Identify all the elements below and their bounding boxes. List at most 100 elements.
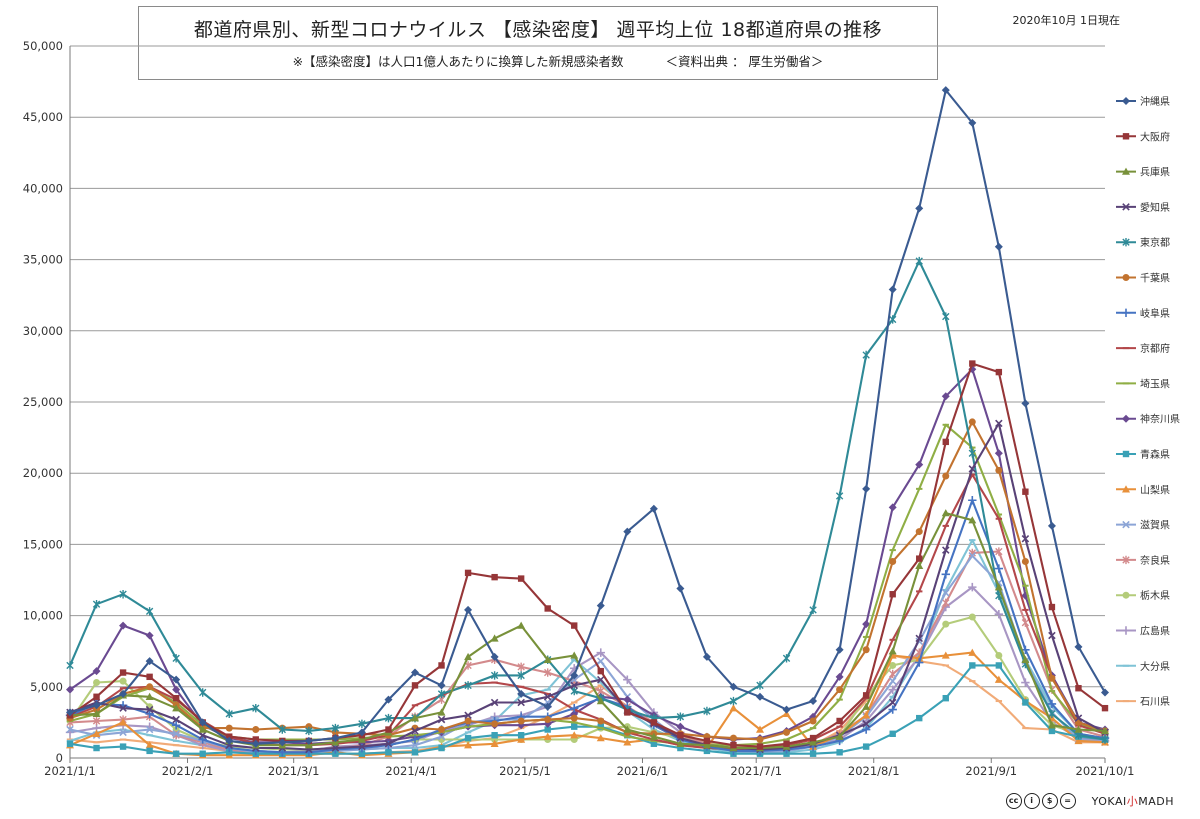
data-point	[305, 726, 313, 736]
data-point	[730, 741, 737, 749]
data-point	[676, 584, 685, 593]
data-point	[756, 692, 764, 701]
data-point	[331, 734, 340, 743]
data-point	[278, 738, 287, 747]
data-point	[916, 555, 923, 562]
data-point	[198, 688, 207, 697]
by-icon: i	[1023, 793, 1040, 809]
data-point	[994, 242, 1003, 251]
data-point	[92, 709, 101, 718]
data-point	[915, 658, 924, 667]
data-point	[544, 605, 551, 612]
data-point	[888, 503, 897, 512]
data-point	[889, 591, 896, 598]
data-point	[1021, 557, 1029, 565]
data-point	[331, 744, 340, 752]
x-tick-label: 2021/6/1	[617, 764, 669, 778]
data-point	[172, 685, 181, 694]
data-point	[916, 714, 923, 722]
data-point	[941, 570, 950, 579]
data-point	[172, 750, 180, 757]
legend-marker	[1121, 308, 1131, 317]
data-point	[596, 601, 605, 610]
data-point	[994, 564, 1004, 573]
data-point	[1075, 685, 1082, 692]
data-point	[862, 350, 870, 360]
data-point	[145, 709, 154, 719]
data-point	[66, 661, 74, 670]
x-tick-label: 2021/4/1	[385, 764, 437, 778]
data-point	[146, 747, 153, 755]
legend-label: 岐阜県	[1140, 307, 1170, 320]
data-point	[543, 702, 552, 711]
data-point	[1074, 725, 1083, 733]
data-point	[543, 655, 552, 663]
data-point	[1021, 618, 1030, 627]
data-point	[782, 705, 791, 714]
data-point	[995, 368, 1003, 376]
data-point	[252, 703, 260, 713]
data-point	[543, 732, 552, 740]
data-point	[331, 723, 340, 733]
data-point	[623, 695, 632, 704]
y-tick-label: 35,000	[23, 253, 63, 267]
data-point	[809, 750, 817, 757]
data-point	[93, 679, 101, 687]
data-point	[836, 717, 843, 725]
data-point	[172, 675, 181, 684]
data-point	[1021, 399, 1030, 408]
data-point	[119, 621, 128, 630]
series-line	[69, 368, 1106, 745]
brand-logo: YOKAI小MADH	[1091, 795, 1174, 808]
data-point	[968, 418, 976, 426]
data-point	[623, 738, 632, 746]
data-point	[198, 731, 207, 739]
data-point	[384, 740, 393, 750]
series-line	[69, 651, 1106, 757]
data-point	[783, 728, 791, 736]
legend-label: 埼玉県	[1140, 377, 1170, 390]
data-point	[1101, 704, 1109, 712]
data-point	[624, 709, 631, 716]
data-point	[304, 736, 313, 745]
legend-marker	[1122, 450, 1130, 458]
data-point	[172, 704, 181, 712]
data-point	[809, 734, 817, 742]
data-point	[544, 716, 552, 724]
data-point	[888, 315, 897, 324]
footer: cc i $ = YOKAI小MADH	[1005, 793, 1174, 809]
data-point	[862, 646, 870, 654]
data-point	[650, 719, 658, 726]
data-point	[66, 685, 74, 694]
data-point	[677, 732, 684, 739]
series-line	[69, 259, 1106, 741]
legend-marker	[1122, 591, 1130, 599]
data-point	[888, 647, 897, 655]
data-point	[703, 737, 711, 745]
data-point	[783, 750, 790, 757]
data-point	[862, 743, 870, 750]
data-point	[357, 728, 366, 737]
legend-marker	[1121, 626, 1131, 635]
legend-marker	[1122, 133, 1130, 140]
y-tick-label: 10,000	[23, 609, 63, 623]
data-point	[809, 605, 817, 615]
data-point	[702, 652, 711, 661]
legend-label: 青森県	[1140, 448, 1170, 461]
data-point	[968, 613, 976, 621]
legend-label: 栃木県	[1140, 589, 1170, 602]
data-point	[278, 725, 287, 734]
data-point	[172, 654, 180, 663]
legend-marker	[1122, 520, 1130, 529]
data-point	[411, 714, 419, 722]
data-point	[410, 735, 420, 744]
data-point	[1048, 631, 1056, 640]
series-line	[69, 89, 1106, 745]
cc-icon: cc	[1005, 793, 1022, 809]
x-tick-label: 2021/5/1	[499, 764, 551, 778]
data-point	[835, 645, 844, 654]
data-point	[994, 675, 1003, 683]
data-point	[464, 717, 472, 725]
data-point	[517, 662, 525, 672]
data-point	[942, 546, 950, 554]
